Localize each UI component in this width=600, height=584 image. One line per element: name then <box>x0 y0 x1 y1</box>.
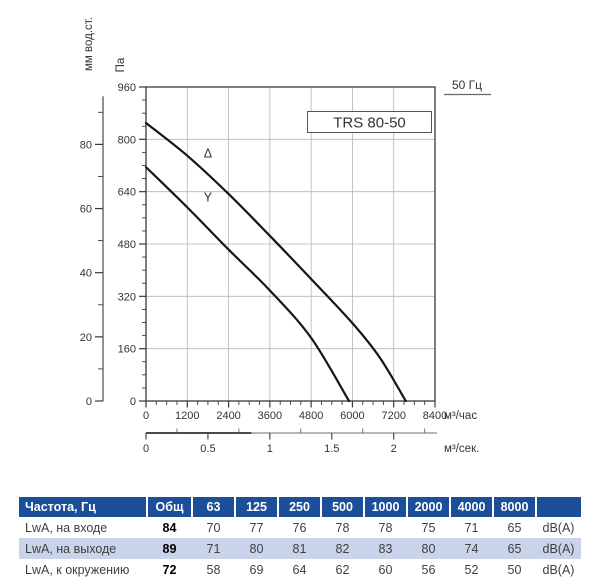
table-cell-value: 80 <box>407 538 450 559</box>
table-cell-value: 69 <box>249 562 264 577</box>
column-header: 2000 <box>406 497 450 517</box>
table-cell-label: LwA, на выходе <box>19 538 147 559</box>
column-header-frequency: Частота, Гц <box>19 497 147 517</box>
svg-text:3600: 3600 <box>258 410 282 422</box>
table-cell-value: 65 <box>493 538 536 559</box>
table-row: LwA, на выходе 89 71 80 81 82 83 80 74 65 dB(A) <box>19 538 581 559</box>
svg-text:м³/час: м³/час <box>444 410 477 422</box>
svg-text:8400: 8400 <box>423 410 447 422</box>
svg-text:7200: 7200 <box>381 410 405 422</box>
svg-text:мм вод.ст.: мм вод.ст. <box>83 17 95 71</box>
frequency-label: 50 Гц <box>444 78 491 96</box>
column-header: 1000 <box>363 497 407 517</box>
svg-text:0: 0 <box>130 396 136 408</box>
svg-text:0: 0 <box>143 410 149 422</box>
table-cell-value: 58 <box>206 562 221 577</box>
svg-text:40: 40 <box>80 268 92 280</box>
chart-grid <box>146 87 435 401</box>
svg-text:480: 480 <box>118 239 136 251</box>
table-cell-unit: dB(A) <box>536 538 581 559</box>
svg-text:0.5: 0.5 <box>200 443 215 455</box>
table-cell-label: LwA, на входе <box>25 520 108 535</box>
svg-text:м³/сек.: м³/сек. <box>444 443 479 455</box>
pressure-axis-mm: 0 20 40 60 80 мм вод.ст. <box>80 17 104 408</box>
table-cell-value: 65 <box>507 520 522 535</box>
svg-text:0: 0 <box>86 396 92 408</box>
svg-text:60: 60 <box>80 204 92 216</box>
table-cell-value: 77 <box>249 520 264 535</box>
svg-text:320: 320 <box>118 291 136 303</box>
table-cell-value: 70 <box>206 520 221 535</box>
table-cell-value: 83 <box>364 538 407 559</box>
svg-text:160: 160 <box>118 344 136 356</box>
table-cell-value: 71 <box>464 520 479 535</box>
sound-levels-table: Частота, Гц Общ 63 125 250 500 1000 2000 4000 800… <box>19 497 581 580</box>
column-header: 8000 <box>492 497 536 517</box>
svg-text:0: 0 <box>143 443 149 455</box>
svg-text:1: 1 <box>267 443 273 455</box>
table-row: LwA, на входе 84 70 77 76 78 78 75 71 65 dB(A) <box>19 517 581 538</box>
column-header: 500 <box>320 497 364 517</box>
table-cell-label: LwA, к окружению <box>25 562 130 577</box>
svg-text:1200: 1200 <box>175 410 199 422</box>
svg-text:2400: 2400 <box>216 410 240 422</box>
svg-text:20: 20 <box>80 332 92 344</box>
column-header: 250 <box>277 497 321 517</box>
fan-performance-chart: 0 1200 2400 3600 4800 6000 7200 8400м³/час01603… <box>80 17 491 455</box>
table-cell-value: 52 <box>464 562 479 577</box>
table-cell-value: 82 <box>321 538 364 559</box>
table-cell-value: 74 <box>450 538 493 559</box>
svg-text:80: 80 <box>80 139 92 151</box>
table-cell-unit: dB(A) <box>542 520 575 535</box>
table-row: LwA, к окружению 72 58 69 64 62 60 56 52 50 dB(A) <box>19 559 581 580</box>
curve-label: Δ <box>204 146 212 160</box>
table-cell-value: 80 <box>235 538 278 559</box>
table-cell-value: 60 <box>378 562 393 577</box>
flow-axis-m3s: 0 0.5 1 1.5 2 м³/сек. <box>143 428 479 455</box>
table-cell-total: 84 <box>162 520 177 535</box>
table-cell-value: 64 <box>292 562 307 577</box>
curve-label: Y <box>204 190 213 204</box>
column-header: 125 <box>234 497 278 517</box>
chart-title: TRS 80-50 <box>333 115 406 132</box>
table-cell-value: 78 <box>335 520 350 535</box>
table-cell-total: 72 <box>162 562 177 577</box>
table-cell-value: 78 <box>378 520 393 535</box>
table-cell-value: 71 <box>192 538 235 559</box>
table-cell-value: 56 <box>421 562 436 577</box>
chart-title-box: TRS 80-50 <box>307 111 432 133</box>
column-header: Общ <box>146 497 192 517</box>
svg-text:960: 960 <box>118 82 136 94</box>
column-header: 4000 <box>449 497 493 517</box>
svg-text:1.5: 1.5 <box>324 443 339 455</box>
table-cell-value: 50 <box>507 562 522 577</box>
svg-text:640: 640 <box>118 187 136 199</box>
table-cell-value: 81 <box>278 538 321 559</box>
svg-text:6000: 6000 <box>340 410 364 422</box>
svg-text:2: 2 <box>391 443 397 455</box>
curve-delta: Δ <box>144 121 407 403</box>
pressure-axis-pa: 0 160 320 480 640 800 960 Па <box>115 57 146 408</box>
table-cell-value: 75 <box>421 520 436 535</box>
column-header <box>535 497 581 517</box>
svg-text:Па: Па <box>115 57 127 72</box>
curve-y: Y <box>144 166 351 403</box>
svg-text:4800: 4800 <box>299 410 323 422</box>
table-cell-value: 62 <box>335 562 350 577</box>
table-cell-total: 89 <box>147 538 192 559</box>
column-header: 63 <box>191 497 235 517</box>
table-cell-value: 76 <box>292 520 307 535</box>
svg-text:50 Гц: 50 Гц <box>452 78 482 92</box>
table-header-row: Частота, Гц Общ 63 125 250 500 1000 2000 4000 800… <box>19 497 581 517</box>
table-cell-unit: dB(A) <box>542 562 575 577</box>
svg-text:800: 800 <box>118 134 136 146</box>
